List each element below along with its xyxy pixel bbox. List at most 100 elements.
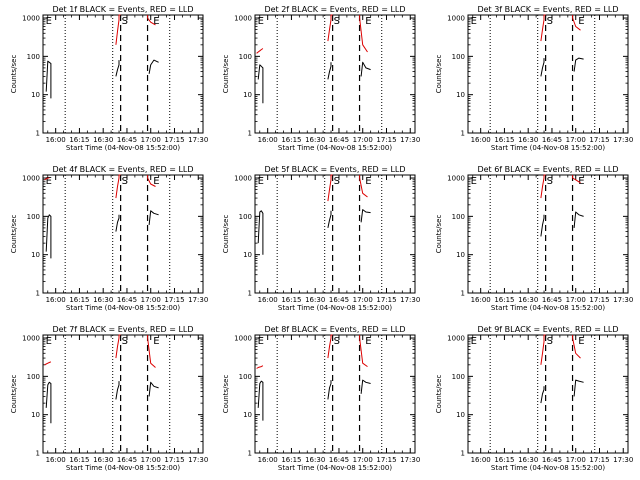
events-series-line	[46, 211, 198, 259]
x-tick-label: 16:30	[518, 456, 538, 464]
y-axis-label: Counts/sec	[10, 55, 18, 94]
interval-marker: S	[122, 336, 128, 347]
y-tick-label: 100	[452, 373, 465, 381]
y-axis-label: Counts/sec	[222, 55, 230, 94]
y-tick-label: 10	[456, 251, 465, 259]
x-tick-label: 17:30	[400, 136, 420, 144]
x-tick-label: 16:00	[258, 136, 278, 144]
y-tick-label: 1	[36, 450, 40, 458]
x-tick-label: 16:45	[542, 456, 562, 464]
events-series-line	[541, 380, 623, 403]
interval-marker: E	[46, 336, 52, 347]
detector-panel: Det 1f BLACK = Events, RED = LLD 1 10 100 10…	[10, 5, 208, 152]
x-tick-label: 17:30	[613, 456, 633, 464]
x-tick-label: 16:30	[305, 136, 325, 144]
x-axis-label: Start Time (04-Nov-08 15:52:00)	[66, 144, 180, 152]
y-tick-label: 100	[239, 53, 252, 61]
x-tick-label: 16:30	[93, 296, 113, 304]
x-tick-label: 17:15	[589, 136, 609, 144]
plot-frame	[467, 174, 629, 294]
x-tick-label: 17:00	[566, 456, 586, 464]
interval-marker: E	[153, 336, 159, 347]
y-tick-label: 1000	[234, 175, 252, 183]
x-tick-label: 17:15	[164, 456, 184, 464]
plot-frame	[467, 334, 629, 454]
interval-marker: E	[471, 176, 477, 187]
y-tick-label: 1	[461, 450, 465, 458]
y-tick-label: 1	[248, 290, 252, 298]
y-tick-label: 1	[461, 290, 465, 298]
x-tick-label: 16:15	[281, 296, 301, 304]
y-tick-label: 1	[248, 130, 252, 138]
x-tick-label: 17:15	[164, 296, 184, 304]
panel-title: Det 5f BLACK = Events, RED = LLD	[264, 165, 405, 174]
interval-marker: E	[578, 336, 584, 347]
x-tick-label: 16:00	[471, 296, 491, 304]
x-tick-label: 16:45	[117, 456, 137, 464]
panel-title: Det 6f BLACK = Events, RED = LLD	[477, 165, 618, 174]
x-tick-label: 17:15	[589, 456, 609, 464]
x-tick-label: 17:15	[589, 296, 609, 304]
x-tick-label: 16:45	[117, 296, 137, 304]
interval-marker: E	[471, 336, 477, 347]
x-tick-label: 16:00	[46, 296, 66, 304]
interval-marker: E	[46, 176, 52, 187]
y-tick-label: 1000	[234, 15, 252, 23]
x-tick-label: 17:30	[613, 136, 633, 144]
panel-title: Det 3f BLACK = Events, RED = LLD	[477, 5, 618, 14]
x-tick-label: 17:15	[376, 136, 396, 144]
x-tick-label: 16:00	[258, 296, 278, 304]
x-tick-label: 16:45	[329, 456, 349, 464]
y-tick-label: 10	[31, 251, 40, 259]
interval-marker: E	[258, 336, 264, 347]
y-tick-label: 1000	[22, 335, 40, 343]
x-tick-label: 16:30	[518, 136, 538, 144]
interval-marker: S	[547, 176, 553, 187]
y-tick-label: 1000	[447, 175, 465, 183]
panel-title: Det 2f BLACK = Events, RED = LLD	[264, 5, 405, 14]
detector-panel: Det 6f BLACK = Events, RED = LLD 1 10 100 10…	[435, 165, 633, 312]
y-axis-label: Counts/sec	[10, 215, 18, 254]
interval-marker: S	[122, 176, 128, 187]
x-tick-label: 16:30	[305, 296, 325, 304]
x-tick-label: 17:30	[613, 296, 633, 304]
x-tick-label: 17:00	[141, 456, 161, 464]
x-tick-label: 16:15	[69, 456, 89, 464]
x-tick-label: 16:15	[281, 456, 301, 464]
plot-frame	[42, 334, 204, 454]
x-tick-label: 17:15	[164, 136, 184, 144]
y-axis-label: Counts/sec	[435, 375, 443, 414]
x-tick-label: 17:30	[188, 296, 208, 304]
y-tick-label: 10	[456, 411, 465, 419]
interval-marker: S	[122, 16, 128, 27]
detector-panel: Det 3f BLACK = Events, RED = LLD 1 10 100 10…	[435, 5, 633, 152]
x-tick-label: 16:15	[69, 136, 89, 144]
x-axis-label: Start Time (04-Nov-08 15:52:00)	[491, 304, 605, 312]
detector-panel: Det 7f BLACK = Events, RED = LLD 1 10 100 10…	[10, 325, 208, 472]
interval-marker: E	[578, 176, 584, 187]
plot-frame	[42, 14, 204, 134]
x-axis-label: Start Time (04-Nov-08 15:52:00)	[491, 464, 605, 472]
x-tick-label: 16:15	[494, 456, 514, 464]
x-axis-label: Start Time (04-Nov-08 15:52:00)	[278, 464, 392, 472]
y-tick-label: 1000	[234, 335, 252, 343]
interval-marker: S	[547, 16, 553, 27]
x-tick-label: 16:45	[329, 296, 349, 304]
x-tick-label: 17:15	[376, 296, 396, 304]
y-tick-label: 10	[456, 91, 465, 99]
panel-title: Det 7f BLACK = Events, RED = LLD	[52, 325, 193, 334]
x-tick-label: 17:30	[400, 456, 420, 464]
interval-marker: E	[578, 16, 584, 27]
x-tick-label: 17:00	[353, 296, 373, 304]
y-tick-label: 100	[452, 213, 465, 221]
interval-marker: E	[153, 176, 159, 187]
y-tick-label: 1000	[22, 15, 40, 23]
y-tick-label: 1	[248, 450, 252, 458]
y-axis-label: Counts/sec	[10, 375, 18, 414]
x-tick-label: 17:15	[376, 456, 396, 464]
y-tick-label: 1	[461, 130, 465, 138]
events-series-line	[541, 212, 623, 236]
plot-frame	[42, 174, 204, 294]
x-tick-label: 16:45	[117, 136, 137, 144]
x-tick-label: 16:30	[305, 456, 325, 464]
